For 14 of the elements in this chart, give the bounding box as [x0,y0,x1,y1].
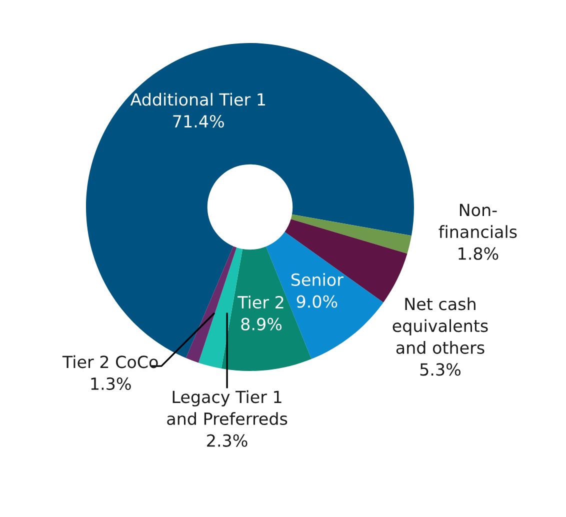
data-label: 9.0% [296,295,338,308]
data-label: 71.4% [173,115,224,128]
slice-label: Tier 2 CoCo [62,355,158,368]
data-label: 5.3% [420,363,460,376]
slice-label: Additional Tier 1 [130,92,265,106]
data-label: 2.3% [207,434,248,447]
slice-label: Net cash equivalents and others [392,297,488,354]
slice-label: Legacy Tier 1 and Preferreds [167,390,288,426]
slice-label: Tier 2 [238,296,284,309]
data-label: 8.9% [241,318,282,330]
data-label: 1.8% [458,247,498,260]
data-label: 1.3% [91,377,131,390]
slice-label: Non- financials [438,204,517,238]
slice-label: Senior [291,273,344,286]
